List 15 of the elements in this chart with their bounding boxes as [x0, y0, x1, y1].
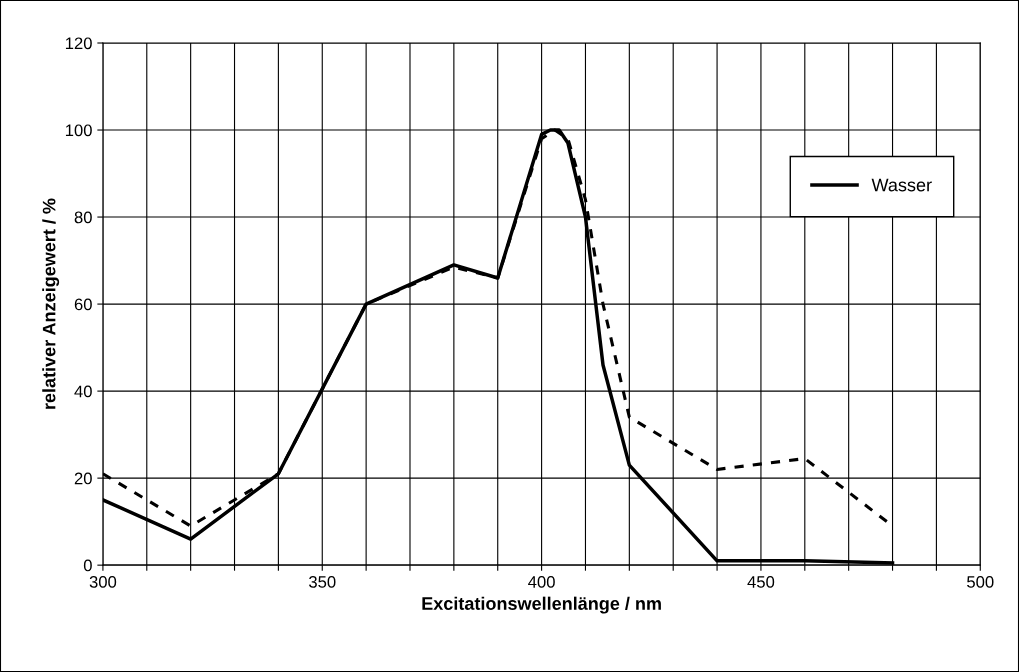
- y-tick-label: 40: [74, 385, 92, 398]
- y-tick-label: 0: [83, 559, 92, 572]
- y-tick-label: 80: [74, 211, 92, 224]
- y-tick-label: 120: [65, 37, 92, 50]
- x-tick-label: 350: [308, 576, 336, 588]
- y-tick-label: 100: [65, 124, 92, 137]
- x-tick-label: 500: [967, 576, 994, 588]
- y-tick-label: 20: [74, 472, 92, 485]
- y-tick-label: 60: [74, 298, 92, 311]
- x-tick-label: 450: [747, 576, 775, 588]
- x-axis-title: Excitationswellenlänge / nm: [422, 596, 661, 614]
- y-axis-title: relativer Anzeigewert / %: [42, 198, 60, 409]
- legend-label: Wasser: [871, 178, 932, 192]
- x-tick-label: 300: [89, 576, 117, 588]
- x-tick-label: 400: [528, 576, 555, 588]
